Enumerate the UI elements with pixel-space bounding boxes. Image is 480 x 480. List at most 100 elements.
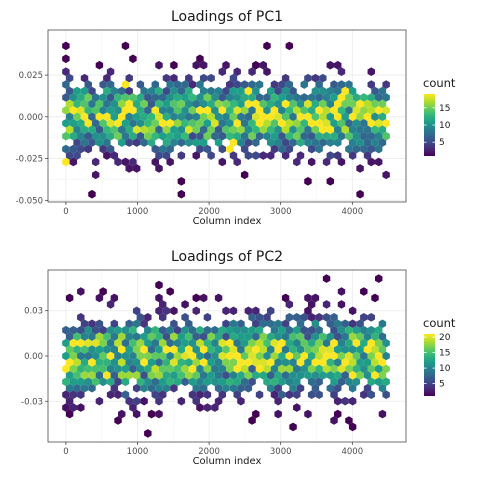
hexbin-cell	[326, 332, 335, 341]
hexbin-cell	[147, 332, 156, 341]
hexbin-cell	[319, 345, 327, 354]
hexbin-cell	[132, 396, 141, 406]
hexbin-cell	[203, 403, 212, 412]
hexbin-cell	[73, 99, 81, 109]
hexbin-layer	[62, 41, 390, 199]
chart-pc2: Loadings of PC2 0 1000 2000 3000 4000 -0.03 0.0…	[21, 249, 456, 467]
hexbin-cell	[166, 364, 174, 374]
hexbin-cell	[106, 325, 115, 335]
hexbin-cell	[330, 390, 338, 399]
hexbin-cell	[136, 93, 145, 102]
hexbin-cell	[248, 416, 256, 425]
hexbin-cell	[207, 73, 215, 83]
hexbin-cell	[199, 345, 208, 354]
hexbin-cell	[341, 358, 349, 367]
hexbin-cell	[266, 306, 275, 316]
hexbin-cell	[367, 93, 375, 102]
hexbin-cell	[218, 118, 227, 128]
hexbin-cell	[199, 125, 208, 135]
hexbin-cell	[300, 131, 308, 141]
hexbin-cell	[69, 325, 78, 335]
hexbin-cell	[192, 99, 200, 109]
hexbin-cell	[237, 345, 245, 354]
hexbin-cell	[348, 396, 357, 406]
hexbin-cell	[192, 332, 200, 341]
hexbin-cell	[69, 106, 78, 115]
hexbin-cell	[166, 118, 174, 128]
hexbin-cell	[259, 371, 267, 380]
hexbin-cell	[252, 371, 260, 380]
hexbin-cell	[345, 131, 353, 141]
hexbin-cell	[334, 60, 342, 70]
hexbin-cell	[222, 371, 230, 380]
hexbin-cell	[177, 151, 186, 160]
hexbin-cell	[185, 125, 193, 135]
hexbin-cell	[367, 377, 375, 387]
hexbin-cell	[240, 131, 249, 141]
hexbin-cell	[289, 86, 297, 96]
hexbin-cell	[99, 287, 107, 296]
hexbin-cell	[80, 358, 89, 367]
hexbin-cell	[211, 377, 219, 387]
hexbin-cell	[382, 377, 390, 387]
hexbin-cell	[166, 106, 174, 115]
hexbin-cell	[263, 41, 271, 51]
hexbin-cell	[218, 325, 227, 335]
hexbin-cell	[330, 325, 338, 335]
hexbin-cell	[307, 106, 316, 115]
hexbin-cell	[296, 138, 305, 147]
hexbin-cell	[62, 131, 70, 141]
hexbin-cell	[304, 177, 312, 186]
hexbin-cell	[65, 151, 74, 160]
hexbin-cell	[91, 338, 100, 348]
hexbin-cell	[140, 345, 148, 354]
hexbin-cell	[140, 396, 148, 406]
hexbin-cell	[159, 300, 167, 309]
hexbin-cell	[106, 144, 115, 154]
hexbin-cell	[274, 345, 282, 354]
hexbin-cell	[211, 118, 219, 128]
hexbin-cell	[233, 325, 241, 335]
hexbin-cell	[214, 383, 223, 393]
hexbin-cell	[337, 377, 346, 387]
hexbin-cell	[244, 125, 253, 135]
hexbin-cell	[244, 138, 253, 147]
hexbin-cell	[334, 86, 342, 96]
hexbin-cell	[162, 86, 171, 96]
hexbin-cell	[270, 131, 279, 141]
hexbin-cell	[88, 112, 96, 122]
hexbin-cell	[296, 345, 305, 354]
hexbin-cell	[211, 325, 219, 335]
hexbin-cell	[106, 390, 115, 399]
hexbin-cell	[118, 86, 126, 96]
hexbin-cell	[240, 93, 249, 102]
hexbin-cell	[348, 422, 357, 432]
hexbin-cell	[300, 313, 308, 322]
hexbin-cell	[121, 41, 130, 51]
hexbin-cell	[173, 351, 182, 361]
hexbin-cell	[304, 99, 312, 109]
hexbin-cell	[367, 144, 375, 154]
hexbin-cell	[337, 351, 346, 361]
hexbin-cell	[65, 99, 74, 109]
hexbin-cell	[136, 364, 145, 374]
hexbin-cell	[319, 73, 327, 83]
hexbin-cell	[345, 338, 353, 348]
hexbin-cell	[103, 86, 111, 96]
hexbin-cell	[91, 377, 100, 387]
hexbin-cell	[237, 99, 245, 109]
hexbin-cell	[129, 93, 137, 102]
hexbin-cell	[199, 371, 208, 380]
hexbin-cell	[170, 138, 178, 147]
hexbin-cell	[125, 99, 133, 109]
hexbin-cell	[196, 131, 204, 141]
hexbin-layer	[62, 274, 390, 438]
hexbin-cell	[69, 390, 78, 399]
hexbin-cell	[125, 358, 133, 367]
legend-tick-label: 5	[439, 138, 445, 148]
hexbin-cell	[114, 338, 122, 348]
hexbin-cell	[162, 112, 171, 122]
hexbin-cell	[177, 177, 186, 186]
hexbin-cell	[88, 332, 96, 341]
hexbin-cell	[140, 125, 148, 135]
